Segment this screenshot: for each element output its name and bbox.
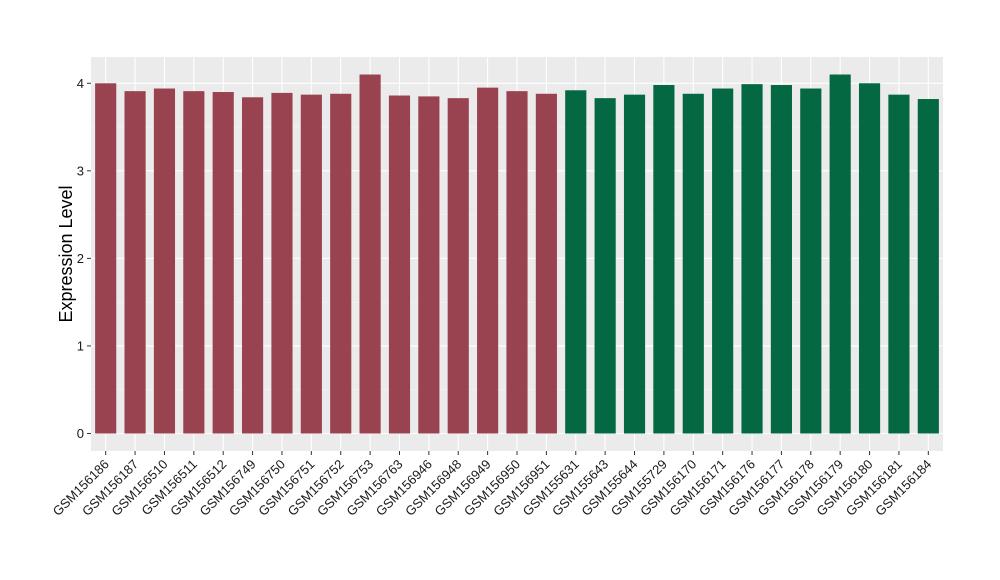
bar-GSM156510: [153, 88, 176, 434]
bar-GSM156512: [212, 92, 234, 434]
y-tick-label: 4: [77, 76, 84, 91]
bar-GSM156181: [888, 94, 910, 434]
y-tick-label: 0: [77, 426, 84, 441]
bar-GSM156749: [242, 97, 264, 434]
bar-GSM156752: [330, 93, 352, 434]
y-tick-label: 1: [77, 338, 84, 353]
bar-GSM156949: [477, 87, 499, 434]
bar-GSM156186: [95, 83, 117, 434]
bar-GSM156946: [418, 96, 440, 434]
bars: [95, 74, 939, 434]
bar-GSM156171: [712, 88, 734, 434]
bar-GSM156951: [535, 93, 557, 434]
x-axis: GSM156186GSM156187GSM156510GSM156511GSM1…: [50, 451, 934, 519]
bar-GSM156753: [359, 74, 381, 434]
bar-GSM156950: [506, 91, 528, 434]
bar-GSM156170: [682, 93, 704, 434]
bar-GSM156763: [388, 95, 411, 434]
bar-GSM155729: [653, 85, 675, 434]
bar-GSM156511: [183, 91, 205, 434]
bar-GSM156179: [829, 74, 851, 434]
y-axis: 0 1 2 3 4: [77, 76, 91, 441]
bar-GSM155644: [623, 94, 646, 434]
bar-GSM156184: [917, 99, 939, 434]
bar-GSM156948: [447, 98, 469, 434]
bar-GSM155643: [594, 98, 616, 434]
bar-GSM156176: [741, 84, 763, 434]
bar-GSM156187: [124, 91, 146, 434]
bar-GSM156180: [858, 83, 881, 434]
y-tick-label: 3: [77, 163, 84, 178]
bar-GSM155631: [565, 90, 587, 434]
bar-GSM156750: [271, 92, 293, 434]
bar-GSM156178: [800, 88, 822, 434]
y-tick-label: 2: [77, 251, 84, 266]
bar-GSM156751: [300, 94, 322, 434]
y-axis-title: Expression Level: [56, 185, 76, 322]
bar-GSM156177: [770, 85, 792, 434]
